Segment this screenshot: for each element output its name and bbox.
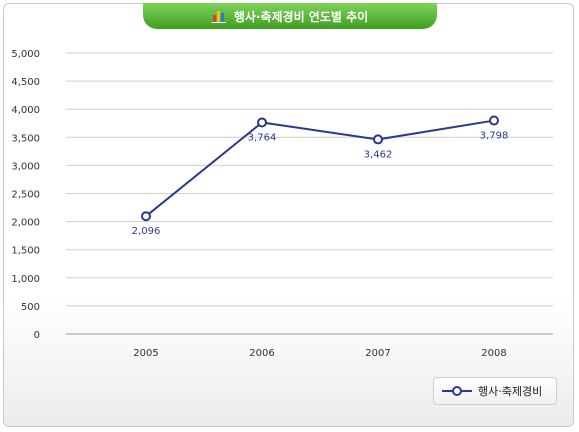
y-tick-label: 3,000 xyxy=(11,161,40,172)
y-tick-label: 5,000 xyxy=(11,49,40,60)
data-point xyxy=(489,115,499,126)
data-label: 2,096 xyxy=(132,226,161,237)
y-tick-label: 0 xyxy=(34,330,40,341)
data-label: 3,764 xyxy=(248,132,277,143)
chart-title-tab: 행사·축제경비 연도별 추이 xyxy=(143,3,437,29)
y-tick-label: 1,000 xyxy=(11,274,40,285)
x-tick-label: 2006 xyxy=(249,348,274,359)
series-line xyxy=(145,119,495,217)
chart-frame xyxy=(3,3,574,427)
y-tick-label: 1,500 xyxy=(11,246,40,257)
x-tick-label: 2007 xyxy=(365,348,390,359)
y-tick-label: 3,500 xyxy=(11,133,40,144)
x-tick-label: 2005 xyxy=(133,348,158,359)
y-tick-label: 4,000 xyxy=(11,105,40,116)
legend: 행사·축제경비 xyxy=(433,377,557,405)
legend-label: 행사·축제경비 xyxy=(478,385,543,398)
data-point xyxy=(373,134,383,145)
bar-chart-icon xyxy=(211,11,226,23)
y-tick-label: 4,500 xyxy=(11,77,40,88)
x-tick-label: 2008 xyxy=(481,348,506,359)
y-tick-label: 2,000 xyxy=(11,218,40,229)
data-point xyxy=(257,117,267,128)
data-label: 3,462 xyxy=(364,149,393,160)
y-tick-label: 2,500 xyxy=(11,190,40,201)
chart-title: 행사·축제경비 연도별 추이 xyxy=(233,9,369,24)
y-tick-label: 500 xyxy=(21,302,40,313)
legend-swatch-icon xyxy=(442,386,472,396)
data-point xyxy=(141,211,151,222)
data-label: 3,798 xyxy=(480,131,509,142)
